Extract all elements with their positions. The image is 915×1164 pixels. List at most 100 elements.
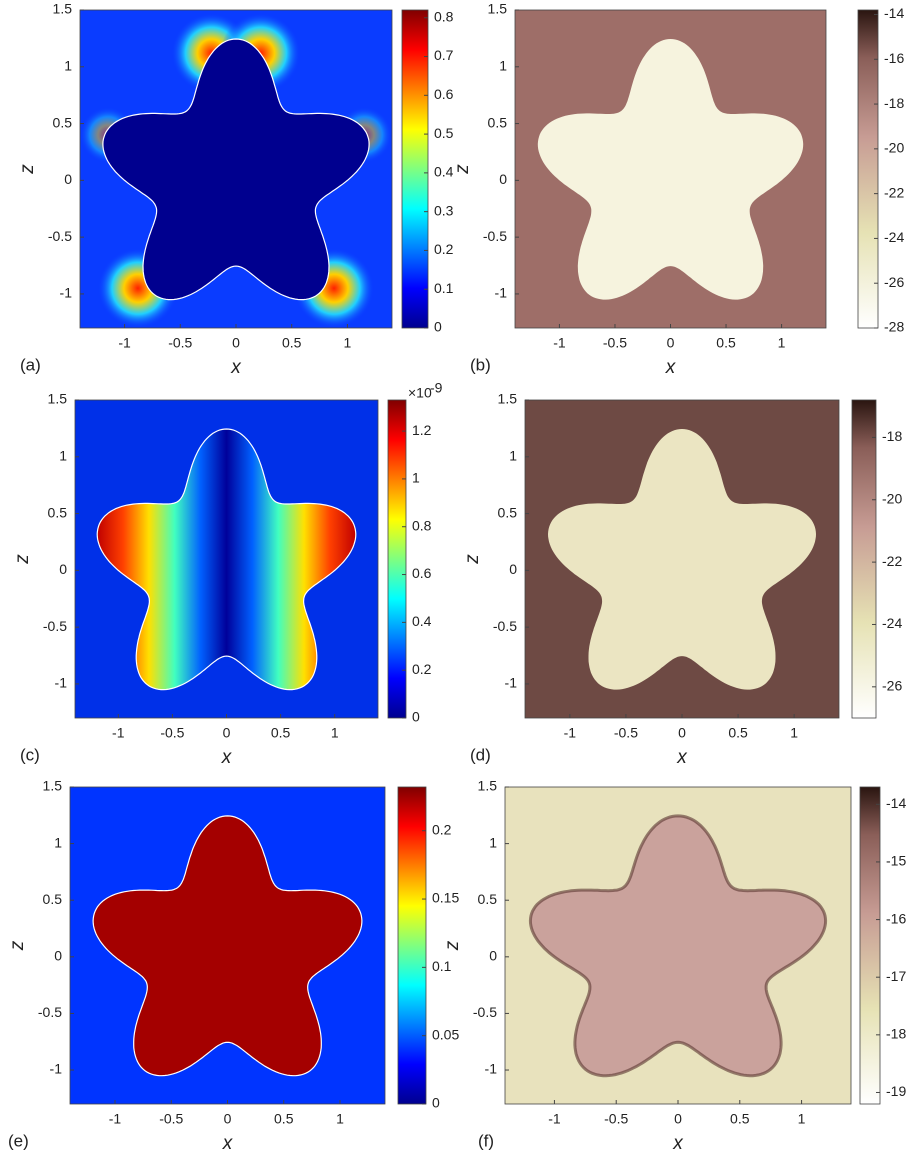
y-tick-label: 1 bbox=[489, 834, 497, 850]
y-tick-label: 0.5 bbox=[53, 114, 73, 130]
y-tick-label: 0 bbox=[54, 948, 62, 964]
colorbar-tick-label: -14 bbox=[886, 795, 906, 811]
colorbar-tick-label: 0.3 bbox=[434, 202, 454, 218]
colorbar-tick-label: 0.8 bbox=[434, 8, 454, 24]
y-tick-label: -0.5 bbox=[48, 228, 72, 244]
x-tick-label: -0.5 bbox=[168, 335, 192, 351]
x-tick-label: -1 bbox=[564, 725, 577, 741]
colorbar-tick-label: 0 bbox=[432, 1095, 440, 1111]
y-tick-label: -0.5 bbox=[473, 1004, 497, 1020]
colorbar-tick-label: -28 bbox=[884, 319, 904, 335]
x-tick-label: -0.5 bbox=[159, 1111, 183, 1127]
colorbar-tick-label: 0.1 bbox=[432, 958, 452, 974]
panel-label: (d) bbox=[470, 745, 491, 764]
x-tick-label: -0.5 bbox=[614, 725, 638, 741]
colorbar-tick-label: 1 bbox=[412, 470, 420, 486]
y-tick-label: 1.5 bbox=[498, 391, 518, 407]
colorbar-tick-label: -26 bbox=[884, 274, 904, 290]
y-tick-label: -0.5 bbox=[38, 1004, 62, 1020]
x-tick-label: -0.5 bbox=[603, 335, 627, 351]
y-tick-label: 1 bbox=[59, 447, 67, 463]
colorbar-tick-label: -15 bbox=[886, 853, 906, 869]
colorbar-tick-label: 0.2 bbox=[434, 241, 454, 257]
colorbar-tick-label: 0 bbox=[412, 709, 420, 725]
colorbar-tick-label: -18 bbox=[886, 1026, 906, 1042]
y-tick-label: -1 bbox=[485, 1061, 498, 1077]
y-axis-label: z bbox=[12, 554, 33, 565]
scatterer-region bbox=[96, 428, 357, 691]
x-tick-label: 0.5 bbox=[271, 725, 291, 741]
x-axis-label: x bbox=[665, 357, 677, 378]
y-tick-label: 0 bbox=[64, 171, 72, 187]
x-tick-label: -1 bbox=[553, 335, 566, 351]
y-tick-label: 0 bbox=[509, 561, 517, 577]
y-tick-label: 0 bbox=[499, 171, 507, 187]
panel-label: (b) bbox=[470, 355, 491, 374]
colorbar-tick-label: -22 bbox=[882, 553, 902, 569]
colorbar-tick-label: 0.2 bbox=[432, 821, 452, 837]
colorbar-tick-label: -24 bbox=[882, 615, 902, 631]
y-tick-label: -1 bbox=[60, 285, 73, 301]
y-tick-label: 1.5 bbox=[43, 778, 63, 794]
x-axis-label: x bbox=[672, 1133, 684, 1154]
y-tick-label: 0 bbox=[489, 948, 497, 964]
y-tick-label: -0.5 bbox=[493, 618, 517, 634]
colorbar-tick-label: -19 bbox=[886, 1083, 906, 1099]
x-tick-label: 0.5 bbox=[282, 335, 302, 351]
colorbar-tick-label: 0.5 bbox=[434, 125, 454, 141]
colorbar-tick-label: 0.6 bbox=[412, 565, 432, 581]
x-tick-label: -1 bbox=[548, 1111, 561, 1127]
y-tick-label: -0.5 bbox=[43, 618, 67, 634]
colorbar-tick-label: 0.15 bbox=[432, 890, 459, 906]
colorbar-tick-label: 0.4 bbox=[412, 613, 432, 629]
colorbar-exponent: -9 bbox=[430, 380, 443, 396]
x-tick-label: -0.5 bbox=[160, 725, 184, 741]
y-tick-label: 1 bbox=[54, 834, 62, 850]
y-tick-label: -1 bbox=[505, 675, 518, 691]
y-tick-label: 0.5 bbox=[48, 504, 68, 520]
colorbar bbox=[857, 9, 879, 329]
colorbar-tick-label: -24 bbox=[884, 229, 904, 245]
x-axis-label: x bbox=[676, 747, 688, 768]
scatterer-region bbox=[548, 429, 816, 690]
y-tick-label: 0.5 bbox=[498, 504, 518, 520]
colorbar bbox=[401, 9, 429, 329]
x-tick-label: 0.5 bbox=[716, 335, 736, 351]
colorbar bbox=[397, 786, 427, 1105]
x-tick-label: -0.5 bbox=[604, 1111, 628, 1127]
scatterer-region bbox=[92, 815, 363, 1077]
y-axis-label: z bbox=[452, 164, 473, 175]
colorbar-tick-label: -18 bbox=[882, 428, 902, 444]
y-tick-label: 0 bbox=[59, 561, 67, 577]
x-tick-label: -1 bbox=[118, 335, 131, 351]
colorbar-tick-label: 0.8 bbox=[412, 517, 432, 533]
colorbar-tick-label: -16 bbox=[884, 50, 904, 66]
colorbar bbox=[859, 786, 881, 1105]
y-tick-label: 1.5 bbox=[488, 1, 508, 17]
colorbar-tick-label: -26 bbox=[882, 678, 902, 694]
scatterer-region bbox=[537, 39, 804, 300]
x-tick-label: 0 bbox=[678, 725, 686, 741]
colorbar-tick-label: -20 bbox=[882, 490, 902, 506]
y-tick-label: -1 bbox=[50, 1061, 63, 1077]
y-axis-label: z bbox=[462, 554, 483, 565]
colorbar-tick-label: -16 bbox=[886, 910, 906, 926]
y-tick-label: 0.5 bbox=[43, 891, 63, 907]
x-axis-label: x bbox=[221, 747, 233, 768]
panel-label: (a) bbox=[20, 355, 41, 374]
y-axis-label: z bbox=[442, 940, 463, 951]
panel-label: (c) bbox=[20, 745, 40, 764]
x-tick-label: 0 bbox=[667, 335, 675, 351]
x-tick-label: -1 bbox=[109, 1111, 122, 1127]
colorbar-tick-label: 0.05 bbox=[432, 1026, 459, 1042]
y-tick-label: 1.5 bbox=[478, 778, 498, 794]
x-tick-label: 1 bbox=[790, 725, 798, 741]
colorbar-tick-label: 1.2 bbox=[412, 422, 432, 438]
x-tick-label: -1 bbox=[112, 725, 125, 741]
y-tick-label: 1 bbox=[64, 57, 72, 73]
scatterer-region bbox=[102, 38, 370, 301]
x-axis-label: x bbox=[222, 1133, 234, 1154]
y-tick-label: 1.5 bbox=[48, 391, 68, 407]
colorbar-tick-label: -17 bbox=[886, 968, 906, 984]
